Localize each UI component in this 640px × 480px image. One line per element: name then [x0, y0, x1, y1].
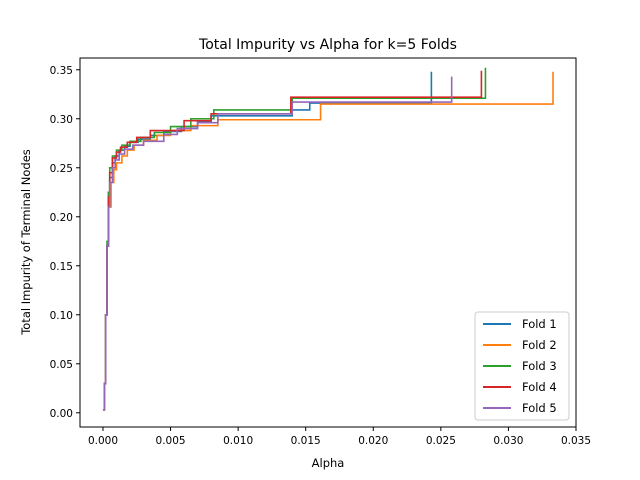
plot-frame [79, 57, 577, 428]
y-axis: 0.00 0.05 0.10 0.15 0.20 0.25 0.30 0.35 [50, 65, 80, 420]
y-tick-label: 0.20 [50, 212, 73, 224]
legend: Fold 1 Fold 2 Fold 3 Fold 4 Fold 5 [474, 311, 570, 421]
y-tick-label: 0.25 [50, 163, 73, 175]
x-tick-label: 0.000 [88, 435, 118, 447]
series-line-fold-4 [102, 70, 483, 411]
x-tick-label: 0.005 [156, 435, 186, 447]
legend-item-fold-3: Fold 3 [483, 359, 557, 373]
x-axis-label: Alpha [312, 456, 345, 470]
y-tick-label: 0.30 [50, 114, 73, 126]
y-tick-label: 0.00 [50, 408, 73, 420]
x-tick-label: 0.030 [493, 435, 523, 447]
series-line-fold-5 [102, 76, 453, 411]
legend-label: Fold 5 [522, 401, 557, 415]
legend-label: Fold 3 [522, 359, 557, 373]
legend-item-fold-4: Fold 4 [483, 380, 557, 394]
legend-item-fold-5: Fold 5 [483, 401, 557, 415]
legend-item-fold-2: Fold 2 [483, 338, 557, 352]
x-tick-label: 0.025 [426, 435, 456, 447]
legend-label: Fold 4 [522, 380, 557, 394]
y-tick-label: 0.05 [50, 359, 73, 371]
x-tick-label: 0.015 [291, 435, 321, 447]
chart-title: Total Impurity vs Alpha for k=5 Folds [198, 37, 457, 53]
x-tick-label: 0.035 [561, 435, 591, 447]
y-tick-label: 0.35 [50, 65, 73, 77]
y-axis-label: Total Impurity of Terminal Nodes [19, 149, 33, 336]
series-line-fold-1 [102, 71, 433, 411]
legend-label: Fold 2 [522, 338, 557, 352]
plot-series [102, 67, 554, 411]
legend-box [474, 311, 570, 421]
y-tick-label: 0.10 [50, 310, 73, 322]
y-tick-label: 0.15 [50, 261, 73, 273]
legend-item-fold-1: Fold 1 [483, 317, 557, 331]
legend-label: Fold 1 [522, 317, 557, 331]
x-tick-label: 0.010 [223, 435, 253, 447]
x-tick-label: 0.020 [358, 435, 388, 447]
x-axis: 0.000 0.005 0.010 0.015 0.020 0.025 0.030 0.035 [88, 427, 591, 447]
